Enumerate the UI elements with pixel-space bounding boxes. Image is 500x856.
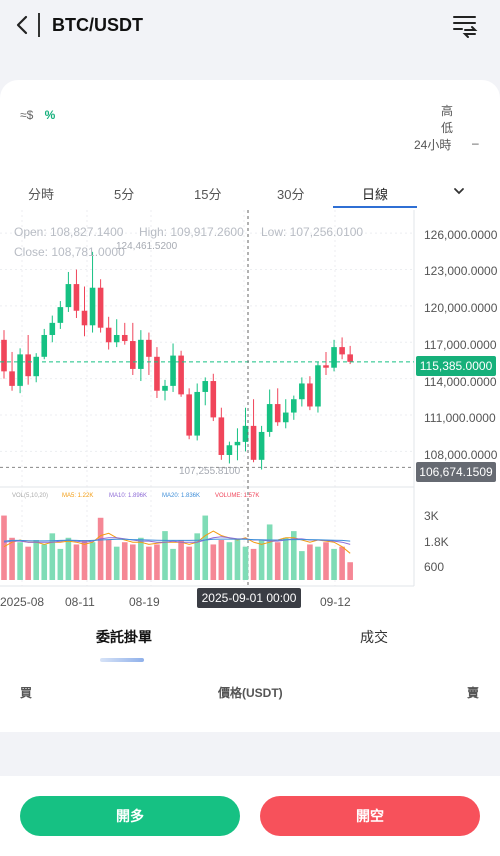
col-sell: 賣 bbox=[467, 686, 480, 700]
volume-24h-label: 24小時 bbox=[414, 138, 452, 152]
tab-trades[interactable]: 成交 bbox=[360, 629, 388, 645]
col-buy: 買 bbox=[20, 686, 33, 700]
ohlc-open: Open: 108,827.1400 bbox=[14, 225, 124, 239]
ohlc-low: Low: 107,256.0100 bbox=[261, 225, 364, 239]
ticker-price: ≈$ % bbox=[20, 108, 55, 122]
header-bar: BTC/USDT bbox=[0, 0, 500, 52]
vol-tick: 3K bbox=[424, 509, 439, 523]
chevron-down-icon[interactable] bbox=[452, 184, 466, 198]
y-tick: 111,000.0000 bbox=[424, 411, 496, 425]
x-tick: 08-11 bbox=[65, 595, 95, 609]
x-tick: 08-19 bbox=[129, 595, 160, 609]
approx-price: ≈$ bbox=[20, 108, 34, 122]
ohlc-high: High: 109,917.2600 bbox=[139, 225, 244, 239]
crosshair-price-tag: 106,674.1509 bbox=[416, 462, 496, 482]
chart-card bbox=[0, 80, 500, 732]
tab-30min[interactable]: 30分 bbox=[277, 187, 305, 202]
y-tick: 120,000.0000 bbox=[424, 301, 498, 315]
low-label: 低 bbox=[441, 121, 454, 135]
tab-orders[interactable]: 委託掛單 bbox=[96, 629, 152, 645]
ma20-label: MA20: 1.836K bbox=[162, 493, 201, 499]
period-low-label: 107,255.8100 bbox=[179, 466, 241, 477]
open-long-button[interactable]: 開多 bbox=[20, 796, 240, 836]
back-arrow-icon[interactable] bbox=[12, 12, 34, 38]
volume-value-label: VOLUME: 1.57K bbox=[215, 493, 260, 499]
crosshair-time-tag: 2025-09-01 00:00 bbox=[197, 588, 301, 608]
tab-daily[interactable]: 日線 bbox=[362, 187, 389, 202]
pair-title[interactable]: BTC/USDT bbox=[52, 15, 143, 35]
col-price: 價格(USDT) bbox=[218, 686, 283, 700]
open-short-button[interactable]: 開空 bbox=[260, 796, 480, 836]
tab-5min[interactable]: 5分 bbox=[114, 187, 135, 202]
y-tick: 114,000.0000 bbox=[424, 375, 497, 389]
last-price-tag: 115,385.0000 bbox=[416, 356, 496, 376]
volume-indicator-label: VOL(5,10,20) bbox=[12, 493, 49, 499]
active-tab-indicator bbox=[333, 206, 417, 208]
y-tick: 126,000.0000 bbox=[424, 228, 498, 242]
high-label: 高 bbox=[441, 104, 454, 118]
change-percent: % bbox=[44, 108, 56, 122]
period-high-label: 124,461.5200 bbox=[116, 241, 178, 252]
tab-1min[interactable]: 分時 bbox=[28, 187, 55, 202]
y-tick: 123,000.0000 bbox=[424, 264, 498, 278]
ma5-label: MA5: 1.22K bbox=[62, 493, 94, 499]
ohlc-close: Close: 108,781.0000 bbox=[14, 245, 125, 259]
menu-swap-icon[interactable] bbox=[450, 12, 480, 40]
x-tick: 09-12 bbox=[320, 595, 351, 609]
ma10-label: MA10: 1.896K bbox=[109, 493, 148, 499]
vol-tick: 1.8K bbox=[424, 535, 449, 549]
x-tick: 2025-08 bbox=[0, 595, 45, 609]
y-tick: 117,000.0000 bbox=[424, 338, 497, 352]
y-tick: 108,000.0000 bbox=[424, 448, 498, 462]
volume-24h-value: – bbox=[472, 136, 479, 150]
header-divider bbox=[38, 13, 40, 37]
orders-tab-indicator bbox=[100, 658, 144, 662]
vol-tick: 600 bbox=[424, 560, 445, 574]
tab-15min[interactable]: 15分 bbox=[194, 187, 222, 202]
timeframe-tabs: 分時 5分 15分 30分 日線 bbox=[0, 178, 500, 208]
